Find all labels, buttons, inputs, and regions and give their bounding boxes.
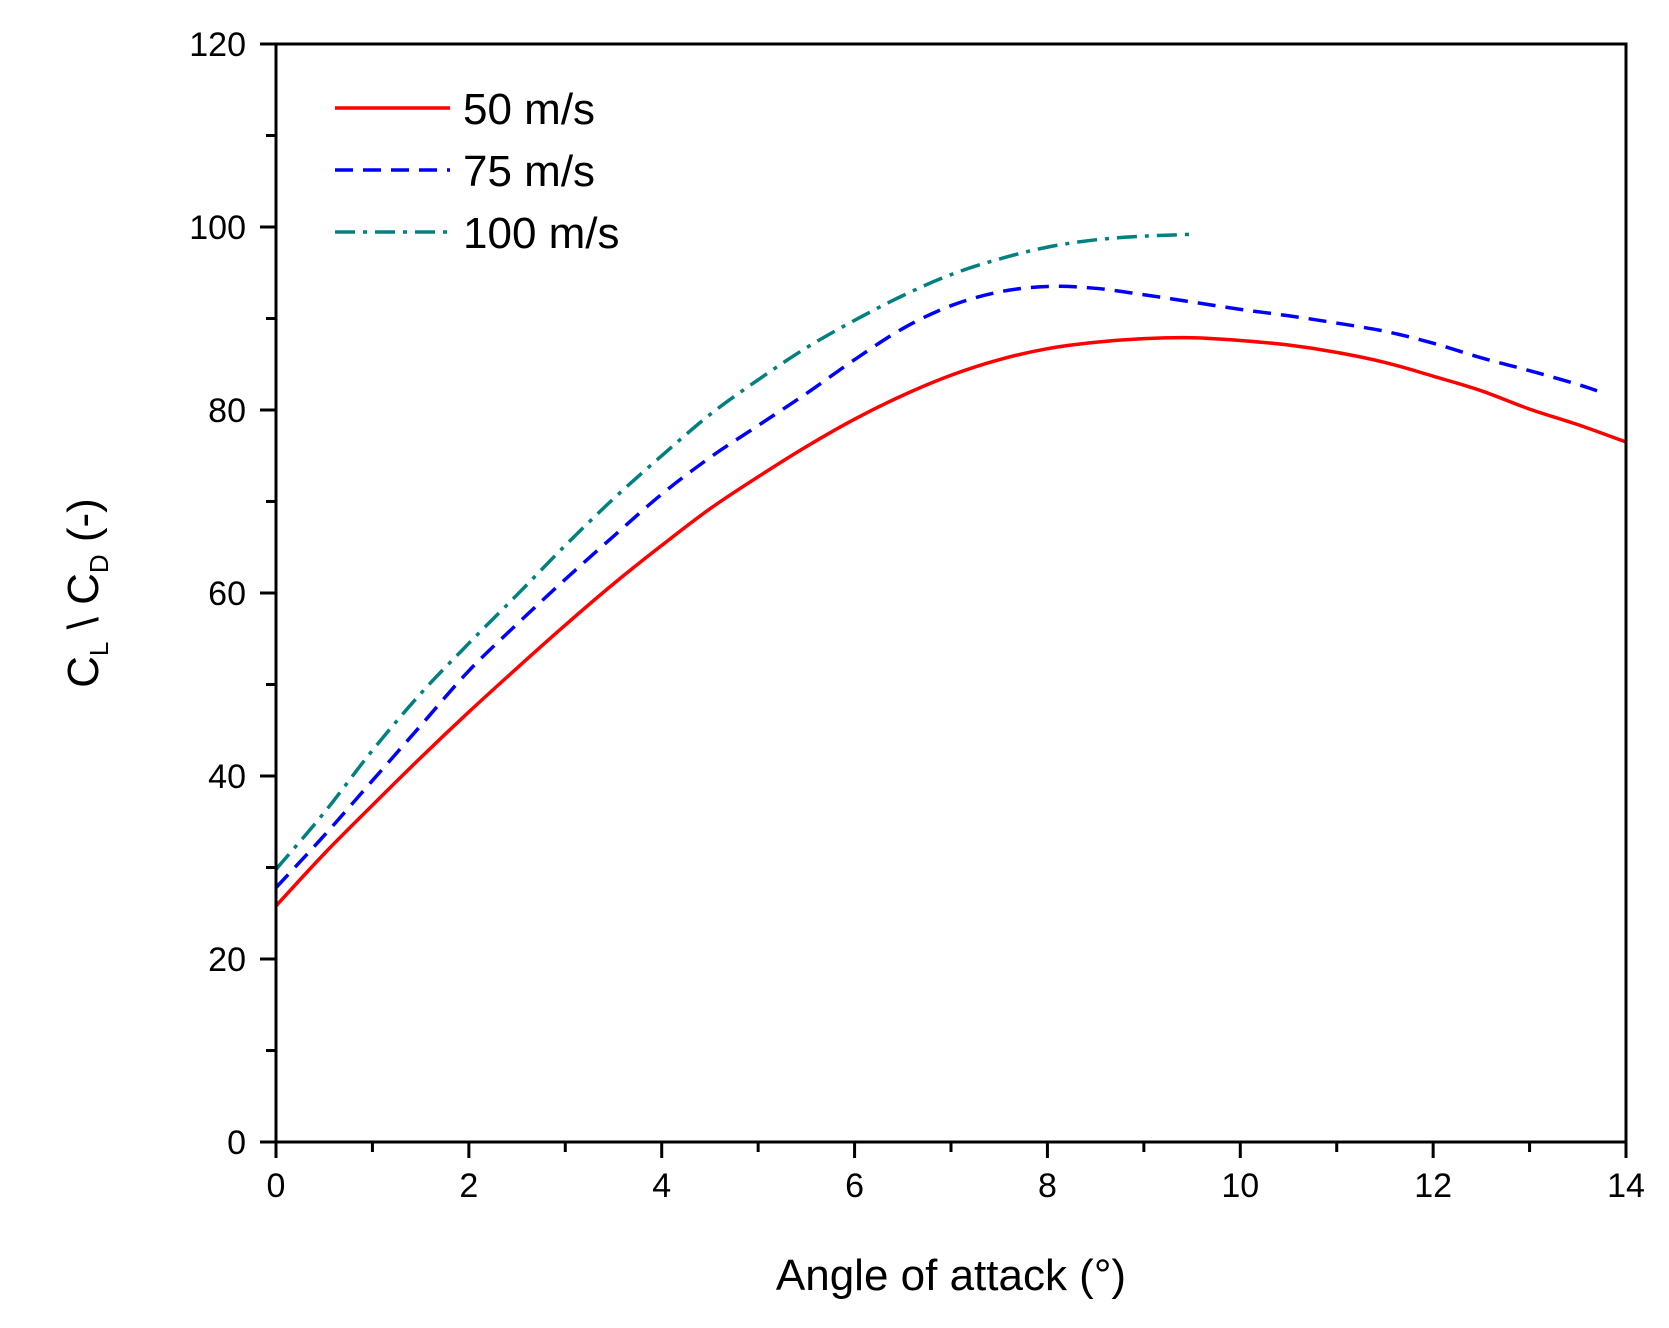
series-line-3	[274, 232, 1193, 871]
y-axis-ticks: 0 20 40 60 80 100 120	[189, 26, 276, 1162]
legend-label-50: 50 m/s	[463, 85, 595, 134]
y-tick-label: 0	[227, 1124, 246, 1162]
y-axis-title-separator: \	[59, 605, 108, 642]
y-tick-label: 120	[189, 26, 246, 64]
y-axis-title: CL \ CD (-)	[59, 498, 114, 688]
x-tick-label: 12	[1414, 1167, 1452, 1205]
y-tick-label: 40	[208, 758, 246, 796]
legend-label-75: 75 m/s	[463, 147, 595, 196]
x-tick-label: 6	[845, 1167, 864, 1205]
y-axis-title-sub2: D	[84, 554, 114, 573]
y-axis-title-c1: C	[59, 656, 108, 688]
x-axis-title: Angle of attack (°)	[776, 1251, 1126, 1300]
legend: 50 m/s 75 m/s 100 m/s	[335, 85, 620, 258]
x-tick-label: 2	[459, 1167, 478, 1205]
y-axis-title-c2: C	[59, 573, 108, 605]
y-axis-title-sub1: L	[84, 642, 114, 656]
series-line-2	[274, 284, 1598, 889]
x-tick-label: 0	[267, 1167, 286, 1205]
x-tick-label: 14	[1607, 1167, 1645, 1205]
x-tick-label: 10	[1221, 1167, 1259, 1205]
y-tick-label: 80	[208, 392, 246, 430]
x-tick-label: 8	[1038, 1167, 1057, 1205]
y-tick-label: 20	[208, 941, 246, 979]
y-tick-label: 60	[208, 575, 246, 613]
legend-label-100: 100 m/s	[463, 209, 620, 258]
x-tick-label: 4	[652, 1167, 671, 1205]
y-tick-label: 100	[189, 209, 246, 247]
y-axis-title-unit: (-)	[59, 498, 108, 554]
series-line-1	[274, 335, 1627, 908]
x-axis-ticks: 0 2 4 6 8 10 12 14	[267, 1142, 1645, 1205]
plot-lines	[274, 232, 1627, 908]
